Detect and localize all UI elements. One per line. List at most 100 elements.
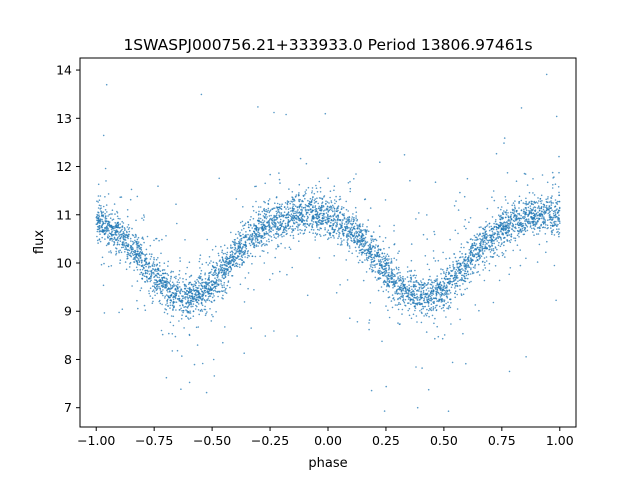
data-point [114, 213, 116, 215]
data-point [299, 232, 302, 234]
data-point [158, 239, 160, 242]
data-point [413, 274, 416, 277]
data-point [257, 213, 260, 215]
data-point [553, 214, 555, 217]
data-point [484, 245, 487, 248]
data-point [377, 269, 380, 272]
data-point [268, 215, 271, 217]
data-point [186, 302, 188, 304]
data-point [172, 308, 174, 310]
data-point [170, 270, 173, 273]
data-point [255, 244, 258, 246]
data-point [257, 229, 260, 232]
data-point [306, 223, 309, 225]
data-point [115, 229, 117, 232]
data-point [391, 269, 394, 271]
data-point [359, 259, 361, 262]
data-point [97, 211, 100, 214]
data-point [312, 205, 314, 207]
data-point [243, 352, 245, 355]
data-point [245, 231, 247, 233]
data-point [381, 340, 383, 343]
data-point [276, 233, 278, 235]
data-point [99, 218, 102, 220]
data-point [475, 256, 478, 259]
data-point [259, 217, 262, 220]
data-point [487, 240, 490, 242]
data-point [172, 298, 175, 301]
data-point [302, 218, 304, 221]
data-point [275, 196, 278, 198]
data-point [527, 222, 530, 225]
data-point [204, 273, 206, 276]
data-point [443, 272, 445, 275]
data-point [508, 273, 511, 276]
data-point [230, 254, 232, 257]
data-point [514, 206, 516, 208]
data-point [491, 243, 493, 245]
data-point [179, 257, 181, 259]
data-point [161, 277, 164, 279]
data-point [159, 287, 161, 290]
data-point [559, 222, 561, 224]
data-point [421, 305, 424, 308]
data-point [348, 220, 350, 222]
data-point [327, 213, 329, 216]
data-point [173, 283, 175, 286]
data-point [387, 278, 390, 280]
data-point [479, 246, 481, 249]
data-point [377, 259, 380, 261]
data-point [381, 258, 384, 261]
data-point [338, 198, 341, 201]
data-point [310, 201, 313, 203]
data-point [130, 247, 133, 249]
data-point [261, 219, 264, 221]
data-point [105, 228, 108, 230]
data-point [405, 292, 407, 295]
data-point [134, 258, 136, 261]
data-point [235, 198, 238, 200]
data-point [281, 222, 283, 225]
data-point [317, 202, 320, 205]
data-point [330, 236, 332, 239]
data-point [498, 233, 500, 236]
data-point [172, 302, 175, 305]
data-point [341, 243, 343, 246]
data-point [197, 280, 200, 283]
data-point [548, 216, 551, 218]
data-point [148, 273, 151, 275]
data-point [442, 304, 445, 307]
data-point [391, 274, 393, 277]
data-point [192, 288, 195, 290]
data-point [295, 194, 298, 196]
data-point [529, 222, 532, 225]
data-point [412, 281, 415, 283]
data-point [339, 224, 342, 226]
data-point [369, 207, 372, 209]
data-point [410, 317, 413, 320]
data-point [435, 294, 438, 297]
data-point [96, 235, 98, 238]
data-point [278, 206, 281, 209]
data-point [139, 289, 142, 292]
data-point [525, 213, 528, 216]
data-point [340, 242, 343, 244]
data-point [540, 212, 542, 215]
data-point [504, 211, 506, 213]
data-point [369, 264, 372, 266]
data-point [107, 228, 109, 231]
data-point [258, 219, 260, 221]
data-point [262, 221, 265, 224]
data-point [418, 288, 421, 290]
data-point [526, 203, 529, 206]
data-point [483, 264, 486, 266]
data-point [492, 190, 495, 192]
data-point [478, 252, 480, 255]
data-point [196, 287, 199, 290]
data-point [360, 236, 362, 238]
data-point [521, 216, 524, 218]
data-point [140, 244, 143, 246]
data-point [201, 263, 204, 266]
data-point [541, 217, 543, 220]
data-point [222, 252, 225, 255]
